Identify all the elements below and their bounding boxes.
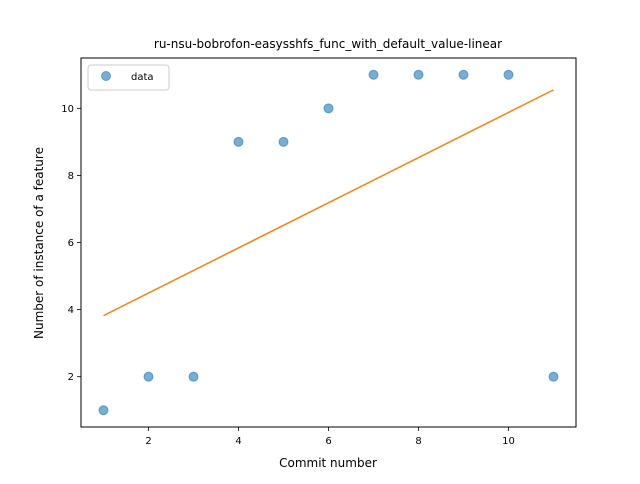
legend-label: data (131, 72, 154, 83)
x-tick-label: 6 (325, 436, 331, 447)
y-tick-label: 8 (68, 171, 74, 182)
y-axis-label: Number of instance of a feature (32, 147, 46, 339)
x-tick-label: 8 (415, 436, 421, 447)
x-axis-label: Commit number (279, 456, 377, 470)
x-tick-label: 4 (235, 436, 241, 447)
legend: data (87, 64, 170, 91)
legend-box (87, 64, 170, 91)
chart-title: ru-nsu-bobrofon-easysshfs_func_with_defa… (154, 37, 502, 51)
y-tick-label: 10 (61, 104, 74, 115)
plot-frame (80, 57, 577, 428)
data-point (233, 136, 244, 147)
data-point (323, 103, 334, 114)
legend-marker (101, 71, 111, 81)
y-axis: 2 4 6 8 10 (61, 104, 81, 383)
x-tick-label: 10 (502, 436, 515, 447)
x-tick-label: 2 (145, 436, 151, 447)
y-tick-label: 6 (68, 238, 74, 249)
data-point (368, 69, 379, 80)
data-point (98, 405, 109, 416)
data-point (188, 371, 199, 382)
x-axis: 2 4 6 8 10 (145, 427, 515, 447)
data-point (413, 69, 424, 80)
data-point (548, 371, 559, 382)
fit-line (103, 89, 554, 317)
data-point (278, 136, 289, 147)
data-point (503, 69, 514, 80)
data-point (143, 371, 154, 382)
data-point (458, 69, 469, 80)
y-tick-label: 2 (68, 372, 74, 383)
plot-area (98, 69, 559, 416)
y-tick-label: 4 (68, 305, 74, 316)
